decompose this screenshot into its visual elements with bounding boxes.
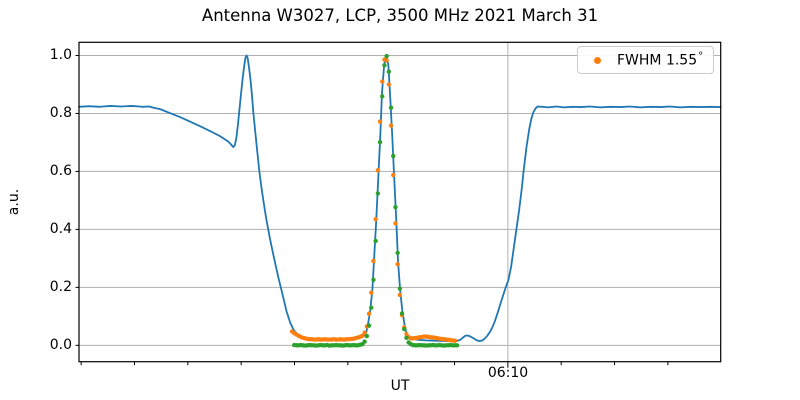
y-axis-label: a.u. [6, 188, 22, 216]
data-dot [380, 79, 385, 84]
fit-dot [371, 277, 376, 283]
y-tick-label: 0.8 [49, 105, 72, 122]
degree-symbol: ° [698, 51, 704, 63]
fit-dot [369, 305, 374, 310]
data-dot [397, 292, 403, 298]
fit-dot [391, 153, 396, 159]
x-axis-label: UT [390, 378, 410, 394]
fit-dot [380, 94, 385, 99]
data-dot [377, 119, 383, 124]
plot-spines [78, 41, 722, 363]
data-dot [384, 58, 389, 63]
data-dot [386, 82, 392, 87]
fit-dot [377, 139, 383, 145]
y-tick-label: 0.2 [49, 279, 72, 296]
data-dot [369, 290, 374, 295]
series-signal-line [78, 54, 722, 343]
legend-entry-fwhm: FWHM 1.55° [617, 51, 704, 69]
y-tick-label: 1.0 [49, 47, 72, 64]
fit-dot [384, 53, 389, 59]
chart-title: Antenna W3027, LCP, 3500 MHz 2021 March … [201, 6, 599, 25]
data-dot [393, 221, 398, 226]
data-dot [371, 258, 376, 264]
data-dot [360, 333, 365, 338]
fit-dot [388, 105, 394, 110]
data-dot [395, 261, 400, 267]
fit-dot [402, 326, 407, 332]
data-dot [373, 217, 378, 222]
data-dot [391, 172, 396, 178]
fit-dot [362, 339, 367, 344]
fit-dot [399, 311, 405, 316]
data-dot [366, 311, 372, 316]
data-dot [404, 331, 409, 337]
x-tick-label-0610: 06:10 [487, 365, 529, 381]
fit-dot [382, 63, 387, 68]
y-tick-label: 0.0 [49, 337, 72, 354]
data-dot [452, 338, 458, 343]
fit-dot [404, 335, 409, 340]
fit-dot [366, 323, 372, 328]
fit-dot [373, 238, 378, 244]
fit-dot [386, 69, 392, 74]
y-tick-label: 0.4 [49, 221, 72, 238]
fit-dot [375, 191, 381, 196]
data-dot [362, 330, 367, 335]
y-tick-label: 0.6 [49, 163, 72, 180]
fit-dot [393, 204, 398, 210]
data-dot [375, 168, 381, 173]
data-dot [388, 123, 394, 128]
fit-dot [364, 333, 370, 339]
fit-dot [454, 343, 460, 348]
legend-marker-dot-icon [594, 56, 601, 64]
fit-dot [395, 250, 400, 256]
legend: FWHM 1.55° [577, 46, 714, 74]
fit-dot [397, 286, 403, 291]
